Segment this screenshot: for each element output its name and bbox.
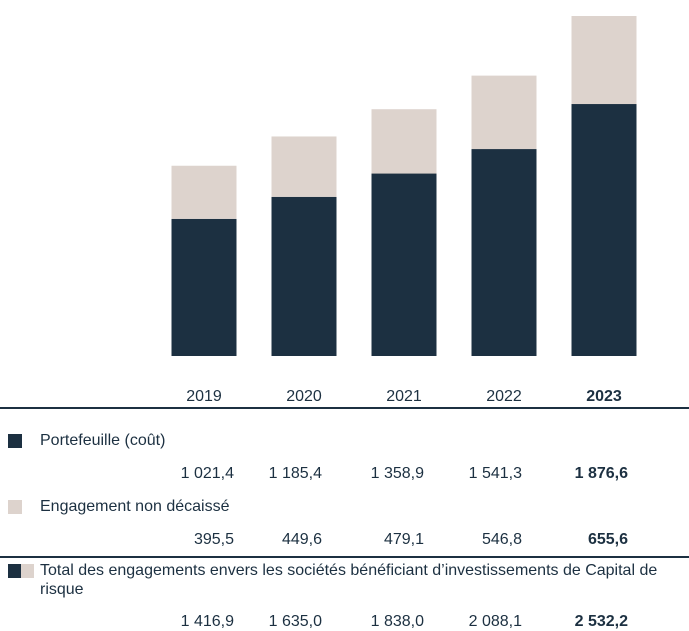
x-tick-label-2021: 2021 [386,388,422,405]
value-total-2020: 1 635,0 [268,613,322,630]
value-total-2019: 1 416,9 [180,613,234,630]
table-top-rule [0,407,689,409]
bar-portefeuille-2021 [371,173,437,356]
bar-engagement-2021 [371,109,437,174]
bar-engagement-2019 [171,165,237,219]
bar-engagement-2023 [571,16,637,105]
x-tick-label-2023: 2023 [586,388,622,405]
legend-swatch-portefeuille [8,434,22,448]
bar-portefeuille-2020 [271,196,337,356]
bar-engagement-2022 [471,75,537,150]
value-portefeuille-2019: 1 021,4 [180,465,234,482]
bar-portefeuille-2023 [571,104,637,356]
bar-engagement-2020 [271,136,337,197]
x-tick-label-2019: 2019 [186,388,222,405]
value-total-2021: 1 838,0 [370,613,424,630]
x-tick-label-2022: 2022 [486,388,522,405]
legend-swatch-engagement [8,500,22,514]
stacked-bar-chart: 2019 2020 2021 2022 2023 [171,16,637,405]
value-portefeuille-2021: 1 358,9 [370,465,424,482]
legend-label-portefeuille: Portefeuille (coût) [40,432,166,449]
value-engagement-2023: 655,6 [587,531,628,548]
value-engagement-2020: 449,6 [281,531,322,548]
value-portefeuille-2023: 1 876,6 [574,465,628,482]
bar-portefeuille-2022 [471,149,537,356]
total-rule [0,556,689,558]
legend-label-total: Total des engagements envers les société… [40,562,658,598]
value-portefeuille-2022: 1 541,3 [468,465,522,482]
value-total-2022: 2 088,1 [468,613,522,630]
value-engagement-2021: 479,1 [383,531,424,548]
value-portefeuille-2020: 1 185,4 [268,465,322,482]
value-total-2023: 2 532,2 [574,613,628,630]
value-engagement-2022: 546,8 [481,531,522,548]
legend-swatch-total [8,564,36,578]
bar-portefeuille-2019 [171,218,237,356]
x-tick-label-2020: 2020 [286,388,322,405]
value-engagement-2019: 395,5 [193,531,234,548]
legend-label-engagement: Engagement non décaissé [40,498,230,515]
